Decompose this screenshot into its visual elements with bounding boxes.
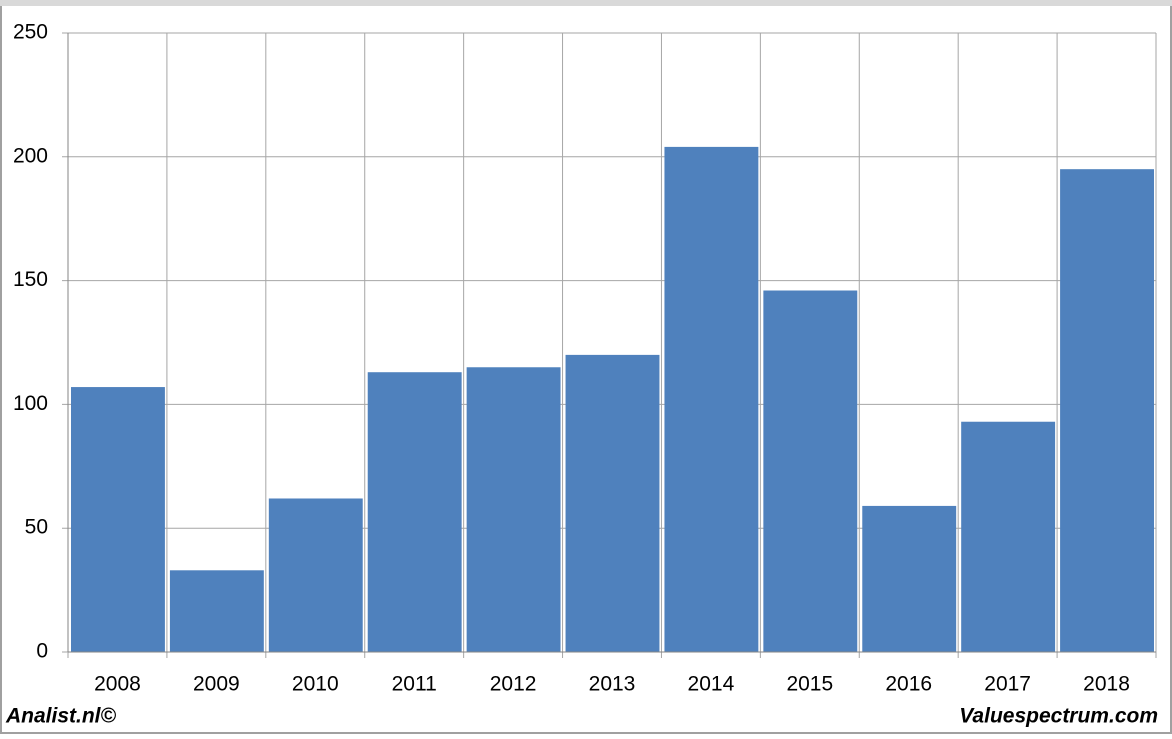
bar (664, 146, 759, 652)
bar (763, 290, 858, 652)
x-tick-label: 2014 (688, 673, 735, 696)
footer-left: Analist.nl© (5, 705, 117, 728)
bar (466, 367, 561, 652)
x-tick-label: 2016 (885, 673, 932, 696)
x-tick-label: 2011 (392, 673, 437, 696)
y-tick-label: 150 (13, 268, 48, 291)
x-tick-label: 2013 (589, 673, 636, 696)
bar (565, 354, 660, 652)
x-tick-label: 2008 (94, 673, 141, 696)
y-tick-label: 100 (13, 392, 48, 415)
footer-right: Valuespectrum.com (959, 705, 1158, 728)
x-tick-label: 2017 (984, 673, 1031, 696)
y-tick-label: 200 (13, 144, 48, 167)
y-tick-label: 250 (13, 21, 48, 44)
bar (862, 505, 957, 652)
x-tick-label: 2010 (292, 673, 339, 696)
x-tick-label: 2018 (1083, 673, 1130, 696)
top-band (0, 0, 1172, 6)
y-tick-label: 50 (25, 516, 48, 539)
bar (367, 372, 462, 652)
bar (1060, 169, 1154, 652)
x-tick-label: 2009 (193, 673, 240, 696)
bar (169, 570, 264, 652)
bar (961, 421, 1056, 652)
bar (71, 387, 165, 652)
x-tick-label: 2012 (490, 673, 537, 696)
bar (268, 498, 363, 652)
x-tick-label: 2015 (786, 673, 833, 696)
y-tick-label: 0 (36, 640, 48, 663)
